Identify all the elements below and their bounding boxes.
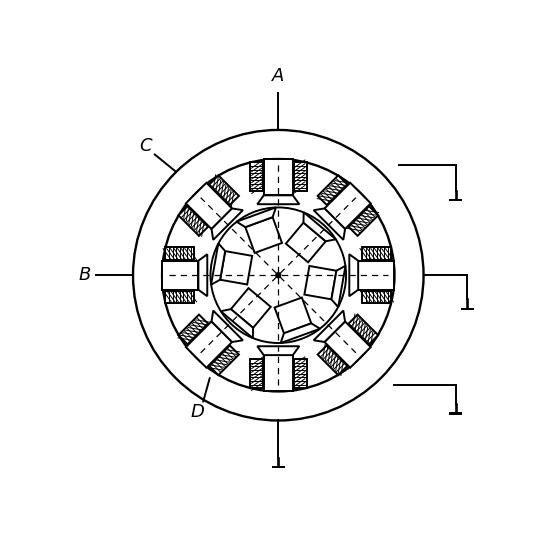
Polygon shape: [294, 359, 307, 388]
Polygon shape: [250, 162, 263, 191]
Polygon shape: [186, 183, 232, 229]
Polygon shape: [358, 261, 395, 290]
Polygon shape: [179, 206, 208, 236]
Bar: [450, 413, 462, 415]
Polygon shape: [211, 244, 225, 284]
Polygon shape: [209, 175, 239, 205]
Circle shape: [249, 246, 307, 304]
Polygon shape: [318, 346, 348, 375]
Polygon shape: [349, 314, 378, 344]
Polygon shape: [318, 175, 348, 205]
Text: C: C: [140, 137, 152, 155]
Polygon shape: [257, 346, 299, 355]
Polygon shape: [325, 183, 371, 229]
Polygon shape: [314, 311, 345, 342]
Polygon shape: [325, 322, 371, 368]
Polygon shape: [179, 314, 208, 344]
Bar: [450, 199, 462, 202]
Polygon shape: [349, 254, 358, 296]
Polygon shape: [209, 346, 239, 375]
Polygon shape: [264, 159, 293, 195]
Polygon shape: [237, 208, 276, 227]
Text: B: B: [78, 266, 91, 284]
Bar: [272, 465, 285, 468]
Polygon shape: [212, 311, 243, 342]
Circle shape: [211, 208, 346, 343]
Polygon shape: [304, 213, 336, 241]
Polygon shape: [220, 309, 253, 338]
Polygon shape: [162, 261, 198, 290]
Polygon shape: [198, 254, 207, 296]
Polygon shape: [231, 288, 271, 328]
Polygon shape: [275, 298, 311, 334]
Text: A: A: [272, 67, 285, 85]
Polygon shape: [314, 208, 345, 240]
Polygon shape: [281, 323, 320, 343]
Polygon shape: [331, 266, 345, 307]
Circle shape: [276, 273, 281, 277]
Polygon shape: [250, 359, 263, 388]
Polygon shape: [245, 217, 282, 253]
Bar: [460, 307, 473, 310]
Polygon shape: [362, 247, 392, 260]
Polygon shape: [362, 290, 392, 304]
Polygon shape: [220, 251, 252, 284]
Polygon shape: [294, 162, 307, 191]
Polygon shape: [212, 208, 243, 240]
Polygon shape: [286, 222, 326, 262]
Polygon shape: [349, 206, 378, 236]
Text: D: D: [191, 403, 205, 421]
Polygon shape: [165, 290, 194, 304]
Polygon shape: [165, 247, 194, 260]
Polygon shape: [257, 195, 299, 204]
Polygon shape: [264, 355, 293, 391]
Polygon shape: [186, 322, 232, 368]
Polygon shape: [305, 266, 337, 299]
